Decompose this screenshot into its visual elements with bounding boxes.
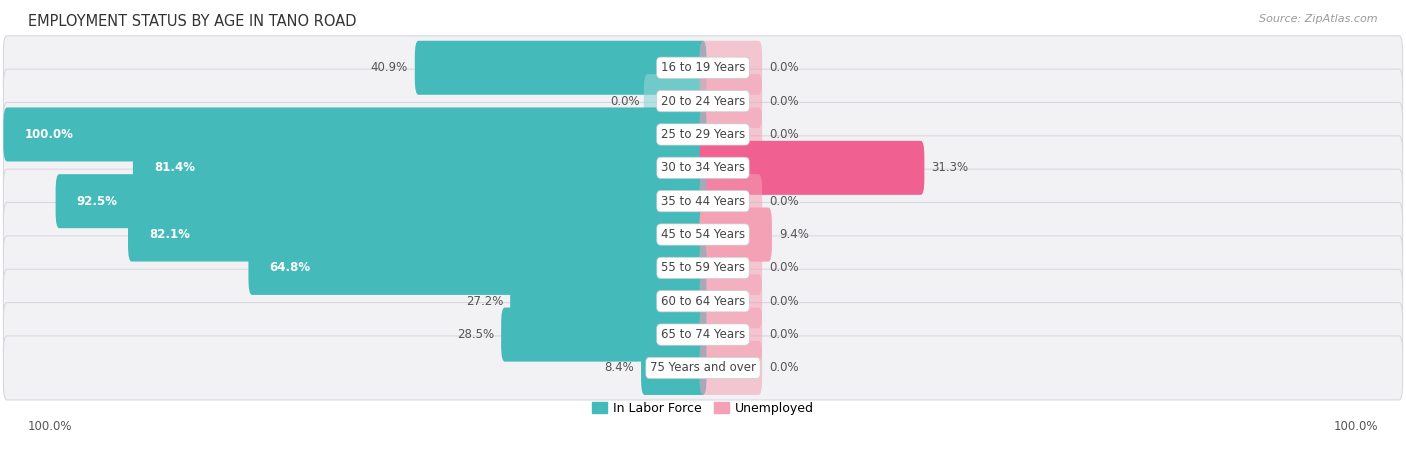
FancyBboxPatch shape <box>415 41 706 95</box>
Text: 25 to 29 Years: 25 to 29 Years <box>661 128 745 141</box>
Text: 92.5%: 92.5% <box>76 195 118 207</box>
Text: 35 to 44 Years: 35 to 44 Years <box>661 195 745 207</box>
FancyBboxPatch shape <box>249 241 706 295</box>
Text: 30 to 34 Years: 30 to 34 Years <box>661 161 745 175</box>
FancyBboxPatch shape <box>3 236 1403 300</box>
Text: 82.1%: 82.1% <box>149 228 190 241</box>
FancyBboxPatch shape <box>644 74 706 128</box>
Text: 0.0%: 0.0% <box>769 361 799 374</box>
FancyBboxPatch shape <box>3 136 1403 200</box>
Text: 100.0%: 100.0% <box>24 128 73 141</box>
Text: 65 to 74 Years: 65 to 74 Years <box>661 328 745 341</box>
FancyBboxPatch shape <box>3 336 1403 400</box>
Text: 31.3%: 31.3% <box>931 161 969 175</box>
FancyBboxPatch shape <box>501 308 706 362</box>
Legend: In Labor Force, Unemployed: In Labor Force, Unemployed <box>586 397 820 420</box>
FancyBboxPatch shape <box>641 341 706 395</box>
FancyBboxPatch shape <box>700 308 762 362</box>
Text: 0.0%: 0.0% <box>769 61 799 74</box>
FancyBboxPatch shape <box>700 174 762 228</box>
FancyBboxPatch shape <box>700 41 762 95</box>
FancyBboxPatch shape <box>3 169 1403 233</box>
Text: 16 to 19 Years: 16 to 19 Years <box>661 61 745 74</box>
FancyBboxPatch shape <box>134 141 706 195</box>
Text: 55 to 59 Years: 55 to 59 Years <box>661 262 745 274</box>
FancyBboxPatch shape <box>3 269 1403 333</box>
FancyBboxPatch shape <box>3 69 1403 133</box>
Text: 0.0%: 0.0% <box>769 128 799 141</box>
Text: EMPLOYMENT STATUS BY AGE IN TANO ROAD: EMPLOYMENT STATUS BY AGE IN TANO ROAD <box>28 14 357 28</box>
Text: 0.0%: 0.0% <box>610 95 640 108</box>
FancyBboxPatch shape <box>3 303 1403 367</box>
FancyBboxPatch shape <box>510 274 706 328</box>
FancyBboxPatch shape <box>700 74 762 128</box>
FancyBboxPatch shape <box>56 174 706 228</box>
FancyBboxPatch shape <box>3 202 1403 267</box>
Text: 45 to 54 Years: 45 to 54 Years <box>661 228 745 241</box>
Text: 27.2%: 27.2% <box>465 295 503 308</box>
FancyBboxPatch shape <box>700 341 762 395</box>
FancyBboxPatch shape <box>3 36 1403 100</box>
Text: 40.9%: 40.9% <box>371 61 408 74</box>
Text: 0.0%: 0.0% <box>769 195 799 207</box>
Text: 0.0%: 0.0% <box>769 328 799 341</box>
Text: 9.4%: 9.4% <box>779 228 808 241</box>
FancyBboxPatch shape <box>700 241 762 295</box>
FancyBboxPatch shape <box>3 107 706 161</box>
FancyBboxPatch shape <box>3 102 1403 166</box>
Text: 100.0%: 100.0% <box>28 420 73 433</box>
Text: 81.4%: 81.4% <box>153 161 195 175</box>
Text: 0.0%: 0.0% <box>769 95 799 108</box>
Text: Source: ZipAtlas.com: Source: ZipAtlas.com <box>1260 14 1378 23</box>
Text: 100.0%: 100.0% <box>1333 420 1378 433</box>
FancyBboxPatch shape <box>700 207 772 262</box>
Text: 64.8%: 64.8% <box>270 262 311 274</box>
Text: 0.0%: 0.0% <box>769 262 799 274</box>
FancyBboxPatch shape <box>128 207 706 262</box>
Text: 75 Years and over: 75 Years and over <box>650 361 756 374</box>
Text: 20 to 24 Years: 20 to 24 Years <box>661 95 745 108</box>
FancyBboxPatch shape <box>700 141 924 195</box>
FancyBboxPatch shape <box>700 274 762 328</box>
FancyBboxPatch shape <box>700 107 762 161</box>
Text: 8.4%: 8.4% <box>605 361 634 374</box>
Text: 0.0%: 0.0% <box>769 295 799 308</box>
Text: 60 to 64 Years: 60 to 64 Years <box>661 295 745 308</box>
Text: 28.5%: 28.5% <box>457 328 494 341</box>
